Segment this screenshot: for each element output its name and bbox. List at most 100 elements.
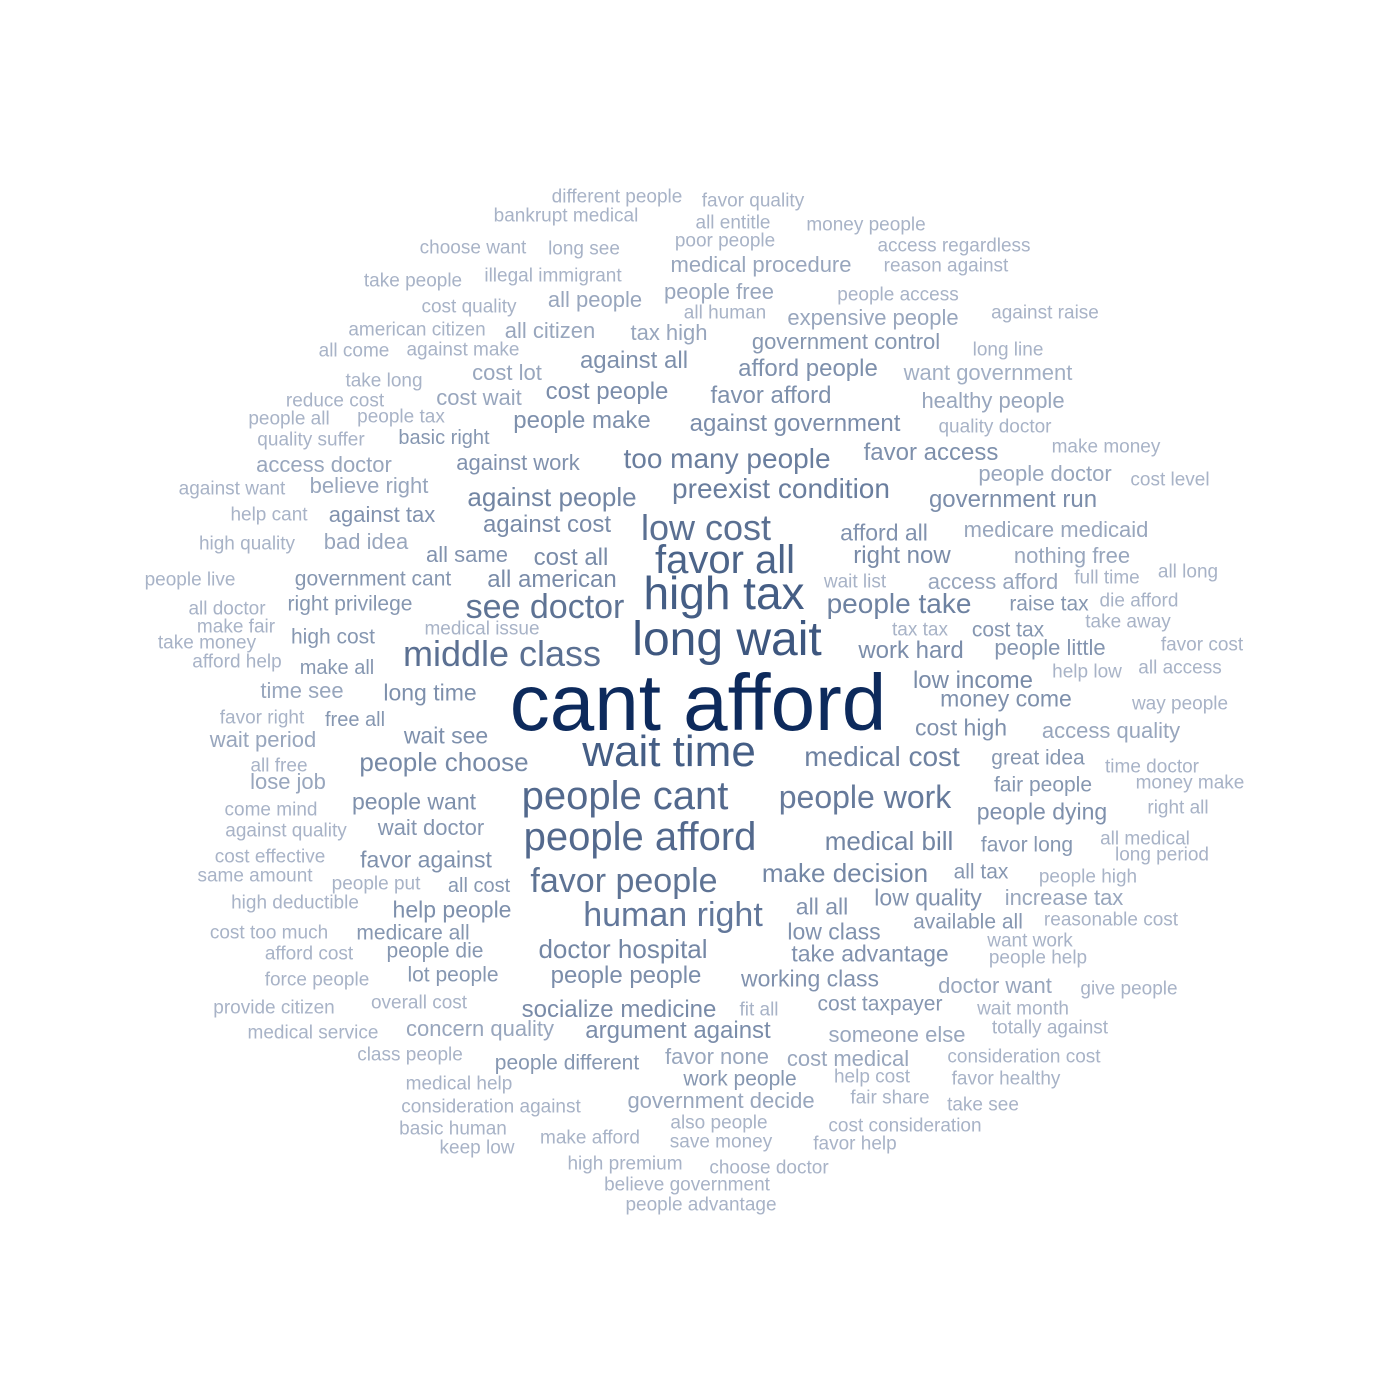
word-people-live: people live <box>144 569 236 591</box>
word-cost-quality: cost quality <box>421 296 517 318</box>
word-all-same: all same <box>426 542 508 567</box>
word-lose-job: lose job <box>250 769 326 794</box>
word-medical-cost: medical cost <box>804 741 960 772</box>
word-all-come: all come <box>318 340 390 362</box>
word-give-people: give people <box>1080 978 1178 1000</box>
word-reasonable-cost: reasonable cost <box>1043 909 1179 931</box>
word-government-decide: government decide <box>627 1088 815 1113</box>
word-quality-suffer: quality suffer <box>257 429 365 451</box>
word-favor-all: favor all <box>654 538 796 582</box>
word-cost-taxpayer: cost taxpayer <box>817 992 943 1016</box>
word-long-period: long period <box>1114 844 1210 866</box>
word-people-cant: people cant <box>521 774 729 818</box>
word-wait-see: wait see <box>403 722 489 749</box>
word-cost-high: cost high <box>914 714 1008 741</box>
word-cost-consideration: cost consideration <box>828 1115 982 1137</box>
word-all-cost: all cost <box>447 875 511 897</box>
word-expensive-people: expensive people <box>787 305 959 330</box>
word-illegal-immigrant: illegal immigrant <box>484 265 622 287</box>
word-long-see: long see <box>548 238 620 260</box>
word-against-raise: against raise <box>991 302 1099 324</box>
word-all-human: all human <box>683 302 767 324</box>
word-people-make: people make <box>513 407 651 434</box>
word-believe-government: believe government <box>604 1174 770 1196</box>
word-take-away: take away <box>1085 611 1171 633</box>
word-low-cost: low cost <box>640 507 772 548</box>
word-take-people: take people <box>363 270 463 292</box>
word-take-see: take see <box>947 1094 1019 1116</box>
word-favor-access: favor access <box>863 439 999 466</box>
word-wait-doctor: wait doctor <box>377 815 485 840</box>
word-wait-month: wait month <box>977 998 1069 1020</box>
word-make-afford: make afford <box>540 1127 640 1149</box>
word-die-afford: die afford <box>1099 590 1179 612</box>
word-medical-bill: medical bill <box>824 826 954 856</box>
word-government-control: government control <box>751 329 941 354</box>
word-take-advantage: take advantage <box>791 940 949 967</box>
word-all-people: all people <box>547 287 643 312</box>
word-healthy-people: healthy people <box>921 388 1065 413</box>
word-bad-idea: bad idea <box>323 529 409 554</box>
word-people-work: people work <box>778 779 952 815</box>
word-government-run: government run <box>928 486 1098 513</box>
word-totally-against: totally against <box>991 1017 1109 1039</box>
word-high-tax: high tax <box>643 567 805 619</box>
word-different-people: different people <box>551 186 683 208</box>
word-way-people: way people <box>1131 693 1229 715</box>
word-tax-high: tax high <box>630 320 708 345</box>
word-against-government: against government <box>689 410 901 437</box>
word-afford-all: afford all <box>840 519 928 546</box>
word-favor-against: favor against <box>360 846 492 873</box>
word-wait-period: wait period <box>209 727 317 752</box>
word-see-doctor: see doctor <box>465 588 625 626</box>
word-all-access: all access <box>1138 657 1222 679</box>
word-choose-doctor: choose doctor <box>709 1157 829 1179</box>
word-concern-quality: concern quality <box>406 1016 554 1041</box>
word-cost-too-much: cost too much <box>209 922 329 944</box>
word-fair-people: fair people <box>993 773 1093 797</box>
word-people-people: people people <box>550 962 702 989</box>
word-doctor-hospital: doctor hospital <box>538 934 708 964</box>
word-fair-share: fair share <box>850 1087 930 1109</box>
word-nothing-free: nothing free <box>1013 543 1131 568</box>
word-wait-list: wait list <box>823 571 887 593</box>
word-all-tax: all tax <box>953 860 1009 884</box>
word-help-cost: help cost <box>833 1066 911 1088</box>
word-people-little: people little <box>994 635 1106 660</box>
word-quality-doctor: quality doctor <box>938 416 1052 438</box>
word-all-citizen: all citizen <box>504 318 596 343</box>
word-people-help: people help <box>988 947 1088 969</box>
word-all-entitle: all entitle <box>695 212 771 234</box>
word-believe-right: believe right <box>309 473 429 498</box>
word-favor-quality: favor quality <box>701 190 805 212</box>
word-against-quality: against quality <box>225 820 347 842</box>
word-preexist-condition: preexist condition <box>672 473 890 504</box>
word-save-money: save money <box>669 1131 773 1153</box>
word-people-access: people access <box>837 284 959 306</box>
word-work-hard: work hard <box>858 637 964 664</box>
word-help-cant: help cant <box>230 504 308 526</box>
word-against-all: against all <box>579 347 689 374</box>
word-cost-wait: cost wait <box>436 385 522 410</box>
word-people-put: people put <box>331 873 421 895</box>
word-favor-afford: favor afford <box>710 382 832 409</box>
word-reason-against: reason against <box>883 255 1009 277</box>
word-afford-people: afford people <box>738 355 878 382</box>
word-favor-long: favor long <box>980 833 1074 857</box>
word-middle-class: middle class <box>402 633 602 674</box>
word-favor-help: favor help <box>813 1133 897 1155</box>
word-make-money: make money <box>1051 436 1161 458</box>
word-too-many-people: too many people <box>623 443 831 474</box>
word-human-right: human right <box>583 896 763 934</box>
word-want-work: want work <box>987 930 1073 952</box>
word-favor-people: favor people <box>530 862 718 900</box>
word-high-quality: high quality <box>198 533 296 555</box>
word-medical-issue: medical issue <box>424 618 540 640</box>
word-people-afford: people afford <box>523 815 757 859</box>
word-medical-procedure: medical procedure <box>670 252 852 277</box>
word-afford-help: afford help <box>192 651 282 673</box>
word-basic-right: basic right <box>398 427 490 449</box>
word-same-amount: same amount <box>197 865 313 887</box>
word-cost-all: cost all <box>533 544 609 571</box>
